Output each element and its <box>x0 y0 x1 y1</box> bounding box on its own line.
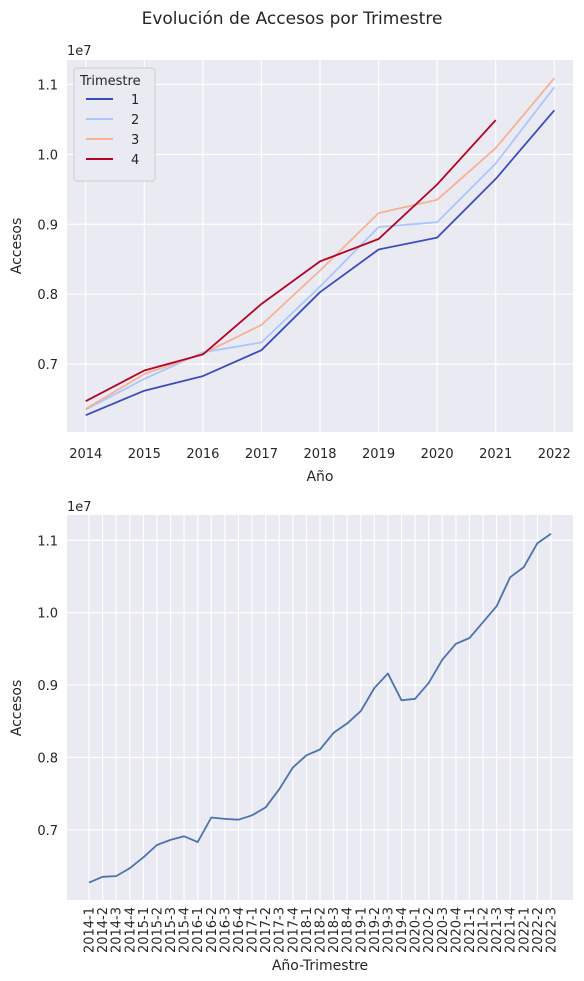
x-tick-label: 2014-4 <box>123 907 138 953</box>
x-tick-label: 2020-3 <box>436 907 451 953</box>
chart-accesos-por-trimestre: 2014 2015 2016 2017 2018 2019 2020 2021 2022 0.7… <box>9 44 573 485</box>
x-axis-label: Año-Trimestre <box>272 958 368 974</box>
chart-accesos-por-ano-trimestre: 2014-12014-22014-32014-42015-12015-22015… <box>9 500 573 974</box>
x-tick-label: 2019-1 <box>354 907 369 953</box>
x-tick-label: 2017-3 <box>273 907 288 953</box>
y-axis-label: Accesos <box>9 680 25 737</box>
series-line-4 <box>85 119 497 402</box>
x-tick-label: 2018-1 <box>300 907 315 953</box>
x-tick-label: 2017-4 <box>286 907 301 953</box>
x-tick-label: 2022-2 <box>531 907 546 953</box>
x-tick-label: 2016 <box>186 447 219 462</box>
legend-label-4: 4 <box>131 153 139 168</box>
x-tick-label: 2014-3 <box>110 907 125 953</box>
y-tick-label: 0.8 <box>37 288 58 303</box>
x-tick-label: 2015-2 <box>150 907 165 953</box>
x-tick-label: 2017 <box>245 447 278 462</box>
x-tick-label: 2015-1 <box>137 907 152 953</box>
y-tick-label: 0.9 <box>37 679 58 694</box>
x-tick-label: 2014-2 <box>96 907 111 953</box>
y-tick-labels: 0.7 0.8 0.9 1.0 1.1 <box>37 534 58 838</box>
x-tick-label: 2022 <box>538 447 571 462</box>
x-tick-label: 2018-3 <box>327 907 342 953</box>
x-tick-label: 2014-1 <box>83 907 98 953</box>
x-tick-label: 2022-3 <box>545 907 560 953</box>
grid <box>67 515 573 900</box>
legend-box <box>73 67 156 182</box>
legend-label-3: 3 <box>131 133 139 148</box>
y-offset-label: 1e7 <box>67 44 92 59</box>
x-tick-label: 2022-1 <box>517 907 532 953</box>
series-line-3 <box>85 77 555 410</box>
x-tick-label: 2019-3 <box>381 907 396 953</box>
x-tick-label: 2017-1 <box>246 907 261 953</box>
y-tick-label: 1.0 <box>37 148 58 163</box>
legend: Trimestre 1 2 3 4 <box>73 67 156 182</box>
x-tick-label: 2019-4 <box>395 907 410 953</box>
y-tick-label: 0.7 <box>37 824 58 839</box>
y-axis-label: Accesos <box>9 218 25 275</box>
x-tick-label: 2019 <box>362 447 395 462</box>
y-tick-label: 0.8 <box>37 751 58 766</box>
figure-title: Evolución de Accesos por Trimestre <box>142 9 443 29</box>
x-tick-label: 2019-2 <box>368 907 383 953</box>
x-tick-label: 2020 <box>421 447 454 462</box>
x-tick-label: 2021-3 <box>490 907 505 953</box>
x-tick-label: 2020-1 <box>409 907 424 953</box>
legend-label-2: 2 <box>131 113 139 128</box>
x-tick-label: 2016-1 <box>191 907 206 953</box>
series-lines <box>85 77 556 417</box>
legend-title: Trimestre <box>79 74 141 89</box>
x-tick-label: 2016-2 <box>205 907 220 953</box>
x-tick-label: 2018 <box>303 447 336 462</box>
series-line-1 <box>85 109 555 417</box>
series-line-2 <box>85 86 556 411</box>
x-tick-labels: 2014-12014-22014-32014-42015-12015-22015… <box>83 907 560 953</box>
x-tick-label: 2018-2 <box>314 907 329 953</box>
y-tick-label: 1.1 <box>37 78 58 93</box>
x-tick-label: 2015 <box>128 447 161 462</box>
x-tick-label: 2021-4 <box>504 907 519 953</box>
y-tick-labels: 0.7 0.8 0.9 1.0 1.1 <box>37 78 58 373</box>
x-tick-label: 2021-1 <box>463 907 478 953</box>
series-lines <box>88 533 552 884</box>
x-tick-label: 2021-2 <box>477 907 492 953</box>
x-tick-label: 2017-2 <box>259 907 274 953</box>
x-tick-label: 2014 <box>69 447 102 462</box>
x-axis-label: Año <box>306 469 333 485</box>
y-tick-label: 1.0 <box>37 607 58 622</box>
x-tick-label: 2015-3 <box>164 907 179 953</box>
x-tick-labels: 2014 2015 2016 2017 2018 2019 2020 2021 2022 <box>69 447 571 462</box>
x-tick-label: 2016-4 <box>232 907 247 953</box>
x-tick-label: 2020-4 <box>449 907 464 953</box>
y-tick-label: 0.7 <box>37 358 58 373</box>
legend-label-1: 1 <box>131 93 139 108</box>
y-tick-label: 0.9 <box>37 218 58 233</box>
series-line-accesos <box>88 533 552 884</box>
x-tick-label: 2020-2 <box>422 907 437 953</box>
y-tick-label: 1.1 <box>37 534 58 549</box>
x-tick-label: 2021 <box>479 447 512 462</box>
x-tick-label: 2018-4 <box>341 907 356 953</box>
x-tick-label: 2015-4 <box>178 907 193 953</box>
y-offset-label: 1e7 <box>67 500 92 515</box>
x-tick-label: 2016-3 <box>218 907 233 953</box>
